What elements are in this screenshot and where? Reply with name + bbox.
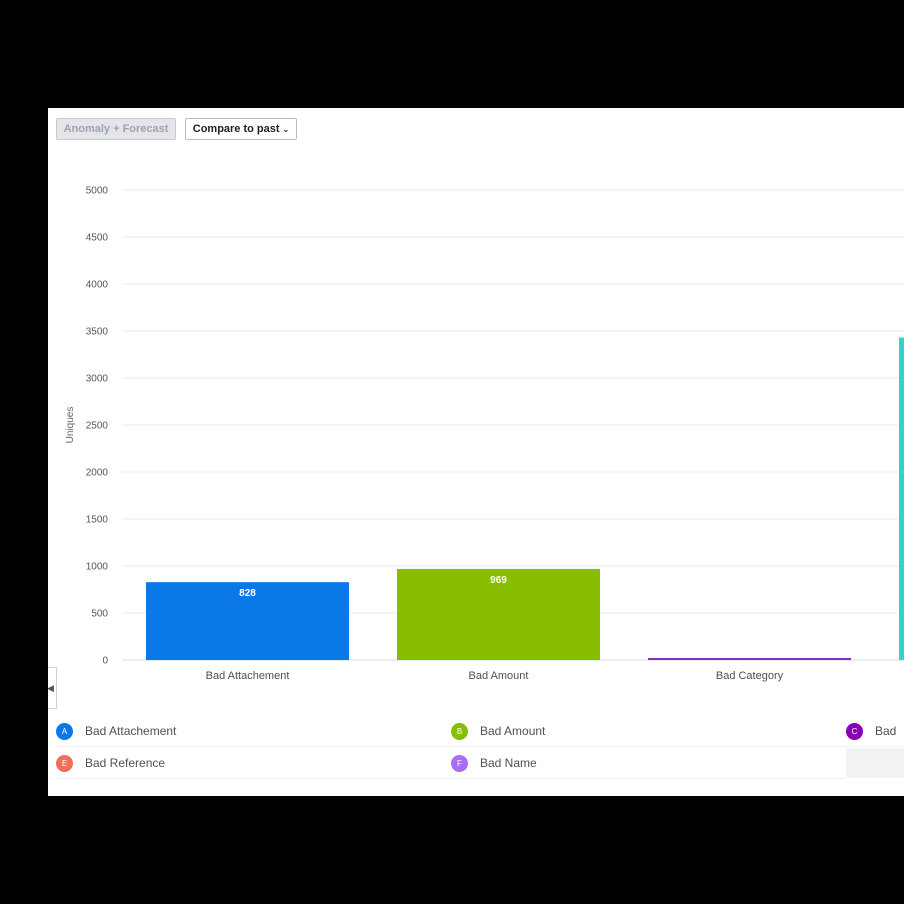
legend-item-c[interactable]: C Bad [846, 716, 904, 747]
bar [899, 337, 904, 660]
y-tick-label: 2500 [86, 421, 109, 432]
chart-legend: A Bad Attachement B Bad Amount C Bad E B… [48, 716, 904, 780]
legend-item-f[interactable]: F Bad Name [451, 748, 845, 779]
report-panel: Anomaly + Forecast Compare to past ⌄ 0 50… [48, 108, 904, 796]
y-tick-label: 0 [102, 656, 108, 667]
compare-to-past-label: Compare to past [192, 123, 280, 135]
y-tick-label: 2000 [86, 468, 109, 479]
legend-badge-b: B [451, 722, 468, 740]
legend-label-c: Bad [875, 724, 897, 738]
x-tick-label: Bad Amount [469, 670, 529, 682]
anomaly-forecast-label: Anomaly + Forecast [63, 123, 169, 135]
legend-item-e[interactable]: E Bad Reference [56, 748, 450, 779]
legend-item-b[interactable]: B Bad Amount [451, 716, 845, 747]
bar [397, 568, 600, 660]
bar-chart: 0 500 1000 1500 2000 2500 3000 3500 4000 4500 5000… [65, 186, 904, 682]
y-tick-label: 1000 [86, 562, 109, 573]
chevron-left-icon: ◀ [48, 682, 54, 693]
bar-data-label: 969 [490, 575, 507, 586]
legend-badge-e: E [56, 754, 73, 772]
bar-data-label: 828 [239, 588, 256, 599]
x-tick-label: Bad Category [716, 670, 784, 682]
y-tick-label: 3000 [86, 374, 109, 385]
legend-badge-f: F [451, 754, 468, 772]
bar [146, 582, 349, 660]
chevron-down-icon: ⌄ [282, 124, 290, 134]
compare-to-past-dropdown[interactable]: Compare to past ⌄ [185, 118, 297, 140]
y-tick-label: 4500 [86, 233, 109, 244]
legend-label-a: Bad Attachement [85, 724, 177, 738]
legend-empty-cell [846, 748, 904, 778]
y-axis-label: Uniques [65, 407, 76, 444]
legend-badge-c: C [846, 722, 863, 740]
bar [648, 658, 851, 660]
legend-label-f: Bad Name [480, 756, 537, 770]
y-tick-label: 4000 [86, 280, 109, 291]
x-tick-label: Bad Attachement [206, 670, 290, 682]
y-tick-label: 3500 [86, 327, 109, 338]
y-tick-label: 1500 [86, 515, 109, 526]
legend-label-b: Bad Amount [480, 724, 546, 738]
collapse-panel-handle[interactable]: ◀ [48, 667, 57, 709]
legend-badge-a: A [56, 722, 73, 740]
legend-label-e: Bad Reference [85, 756, 166, 770]
legend-item-a[interactable]: A Bad Attachement [56, 716, 450, 747]
anomaly-forecast-button[interactable]: Anomaly + Forecast [56, 118, 176, 140]
y-tick-label: 500 [91, 609, 108, 620]
y-tick-label: 5000 [86, 186, 109, 197]
